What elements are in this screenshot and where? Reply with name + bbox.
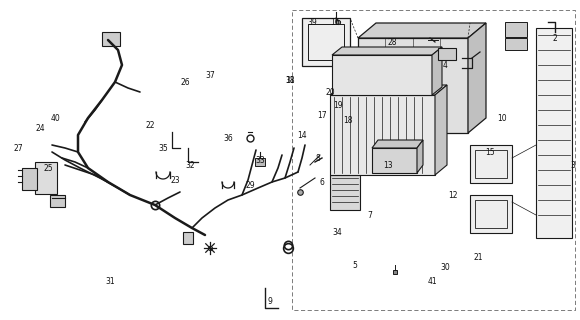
Text: 18: 18 — [343, 116, 353, 124]
Bar — [475, 150, 507, 178]
Bar — [505, 38, 527, 50]
Bar — [183, 232, 193, 244]
Bar — [255, 158, 265, 166]
Text: 32: 32 — [185, 161, 195, 170]
Polygon shape — [330, 85, 447, 95]
Bar — [438, 48, 456, 60]
Bar — [505, 22, 527, 37]
Text: 36: 36 — [223, 133, 233, 142]
Text: 8: 8 — [316, 154, 320, 163]
Bar — [470, 195, 512, 233]
Text: 22: 22 — [145, 121, 155, 130]
Text: 29: 29 — [245, 180, 255, 189]
Polygon shape — [358, 23, 486, 38]
Text: 39: 39 — [307, 18, 317, 27]
Bar — [330, 95, 435, 175]
Text: 20: 20 — [325, 87, 335, 97]
Text: 27: 27 — [13, 143, 23, 153]
Text: 26: 26 — [180, 77, 190, 86]
Text: 41: 41 — [427, 277, 437, 286]
Text: 28: 28 — [387, 37, 397, 46]
Text: 17: 17 — [317, 110, 327, 119]
Bar — [102, 32, 120, 46]
Polygon shape — [330, 175, 360, 210]
Bar — [308, 24, 344, 60]
Text: 15: 15 — [485, 148, 495, 156]
Text: 40: 40 — [50, 114, 60, 123]
Text: 11: 11 — [285, 76, 295, 84]
Text: 12: 12 — [448, 190, 458, 199]
Text: 34: 34 — [332, 228, 342, 236]
Polygon shape — [332, 47, 442, 55]
Text: 13: 13 — [383, 161, 393, 170]
Bar — [536, 28, 572, 238]
Text: 37: 37 — [205, 70, 215, 79]
Polygon shape — [358, 38, 468, 133]
Text: 30: 30 — [440, 263, 450, 273]
Text: 2: 2 — [553, 34, 557, 43]
Bar — [35, 162, 57, 194]
Polygon shape — [435, 85, 447, 175]
Bar — [332, 55, 432, 95]
Polygon shape — [432, 47, 442, 95]
Text: 14: 14 — [297, 131, 307, 140]
Bar — [470, 145, 512, 183]
Bar — [302, 18, 350, 66]
Text: 21: 21 — [473, 253, 483, 262]
Text: 16: 16 — [330, 18, 340, 27]
Polygon shape — [372, 140, 423, 148]
Text: 19: 19 — [333, 100, 343, 109]
Text: 4: 4 — [443, 60, 447, 69]
Text: 7: 7 — [368, 211, 372, 220]
Text: 3: 3 — [571, 161, 575, 170]
Bar — [50, 195, 65, 207]
Polygon shape — [417, 140, 423, 173]
Text: 35: 35 — [158, 143, 168, 153]
Text: 33: 33 — [255, 156, 265, 164]
Text: 24: 24 — [35, 124, 45, 132]
Text: 31: 31 — [105, 277, 115, 286]
Text: 38: 38 — [285, 76, 295, 84]
Text: 9: 9 — [267, 298, 273, 307]
Text: 10: 10 — [497, 114, 507, 123]
Text: 6: 6 — [320, 178, 324, 187]
Bar — [22, 168, 37, 190]
Bar — [372, 148, 417, 173]
Bar — [475, 200, 507, 228]
Polygon shape — [468, 23, 486, 133]
Text: 25: 25 — [43, 164, 53, 172]
Text: 23: 23 — [170, 175, 180, 185]
Text: 5: 5 — [353, 260, 357, 269]
